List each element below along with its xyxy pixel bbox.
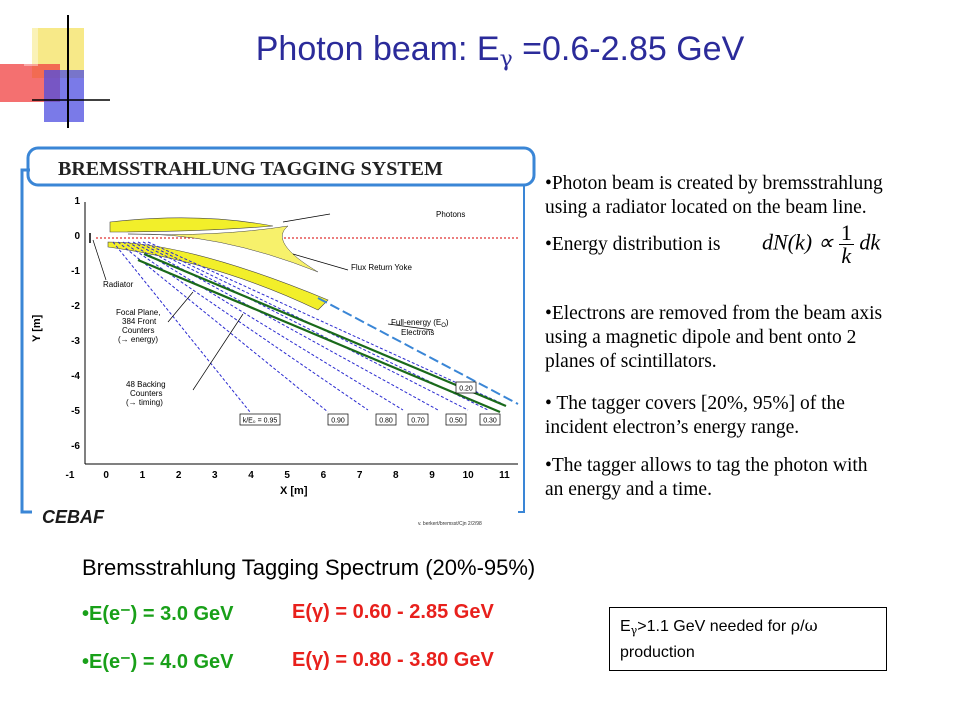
focal-plane xyxy=(137,252,507,414)
corner-decoration xyxy=(0,15,110,128)
x-tick-label: 7 xyxy=(357,470,363,481)
bullet-5: •The tagger allows to tag the photon wit… xyxy=(545,455,868,500)
page-title: Photon beam: Eγ =0.6-2.85 GeV xyxy=(255,30,745,72)
y-axis-label: Y [m] xyxy=(31,314,43,342)
y-tick-label: 0 xyxy=(74,231,80,242)
energy-fraction-label: 0.20 xyxy=(459,386,473,393)
y-tick-label: -1 xyxy=(71,266,80,277)
x-tick-label: 6 xyxy=(321,470,327,481)
x-tick-label: 10 xyxy=(463,470,475,481)
full-energy-electrons-path xyxy=(317,297,519,405)
x-tick-label: 0 xyxy=(103,470,109,481)
energy-fraction-label: k/E₀ = 0.95 xyxy=(243,418,278,425)
x-tick-label: 5 xyxy=(284,470,290,481)
energy-fraction-boxes: k/E₀ = 0.95 0.90 0.80 0.70 0.50 0.30 0.20 xyxy=(239,381,501,426)
y-tick-label: -4 xyxy=(71,371,80,382)
full-energy-label: Full-energy (EO) xyxy=(391,318,449,329)
y-tick-label: -5 xyxy=(71,406,80,417)
bremsstrahlung-figure: BREMSSTRAHLUNG TAGGING SYSTEM 10-1-2-3-4… xyxy=(20,146,536,527)
electrons-label: Electrons xyxy=(401,328,434,337)
x-tick-labels: -1 0 1 2 3 4 5 6 7 8 9 10 11 xyxy=(66,470,511,481)
bullet-4: • The tagger covers [20%, 95%] of the inc… xyxy=(545,393,845,438)
svg-text:(→ timing): (→ timing) xyxy=(126,398,163,407)
flux-return-yoke xyxy=(107,241,329,311)
energy-fraction-box xyxy=(239,413,281,426)
bullet-1: •Photon beam is created by bremsstrahlun… xyxy=(545,173,883,218)
x-tick-label: 8 xyxy=(393,470,399,481)
bullet-2: •Energy distribution is xyxy=(545,234,721,255)
energy-fraction-box xyxy=(479,413,501,426)
magnet-upper xyxy=(109,217,274,233)
note-box: Eγ>1.1 GeV needed for ρ/ω production xyxy=(609,607,887,671)
energy-fraction-label: 0.80 xyxy=(379,418,393,425)
x-axis-label: X [m] xyxy=(280,485,308,497)
spectrum-title: Bremsstrahlung Tagging Spectrum (20%-95%… xyxy=(82,555,536,580)
y-tick-label: 1 xyxy=(74,196,80,207)
backing-counters-label: 48 Backing xyxy=(126,380,166,389)
bullet-3: •Electrons are removed from the beam axi… xyxy=(545,303,883,372)
energy-fraction-label: 0.30 xyxy=(483,418,497,425)
svg-text:384 Front: 384 Front xyxy=(122,317,157,326)
x-tick-label: 2 xyxy=(176,470,182,481)
energy-fraction-label: 0.50 xyxy=(449,418,463,425)
energy-fraction-box xyxy=(327,413,349,426)
energy-fraction-box xyxy=(407,413,429,426)
spectrum-row-3gev: •E(e⁻) = 3.0 GeV E(γ) = 0.60 - 2.85 GeV xyxy=(82,601,494,625)
svg-text:Counters: Counters xyxy=(130,389,162,398)
y-tick-labels: 1 0 -1 -2 -3 -4 -5 -6 xyxy=(71,196,80,452)
energy-fraction-box xyxy=(375,413,397,426)
figure-credit: v. berkert/bremsst/Cjn 2/2/98 xyxy=(418,521,482,527)
figure-banner-text: BREMSSTRAHLUNG TAGGING SYSTEM xyxy=(58,158,443,180)
figure-banner-frame xyxy=(26,146,536,187)
radiator-label: Radiator xyxy=(103,280,134,289)
energy-fraction-box xyxy=(445,413,467,426)
x-tick-label: 9 xyxy=(429,470,435,481)
focal-plane-label: Focal Plane, xyxy=(116,308,160,317)
energy-fraction-box xyxy=(455,381,477,394)
spectrum-row-4gev: •E(e⁻) = 4.0 GeV E(γ) = 0.80 - 3.80 GeV xyxy=(82,649,494,673)
svg-text:(→ energy): (→ energy) xyxy=(118,335,158,344)
y-tick-label: -6 xyxy=(71,441,80,452)
y-tick-label: -2 xyxy=(71,301,80,312)
x-tick-label: 3 xyxy=(212,470,218,481)
x-tick-label: -1 xyxy=(66,470,75,481)
energy-fraction-label: 0.70 xyxy=(411,418,425,425)
photons-label: Photons xyxy=(436,210,465,219)
energy-fraction-label: 0.90 xyxy=(331,418,345,425)
x-tick-label: 11 xyxy=(499,470,510,481)
flux-return-yoke-label: Flux Return Yoke xyxy=(351,263,412,272)
x-tick-label: 4 xyxy=(248,470,254,481)
y-tick-label: -3 xyxy=(71,336,80,347)
svg-text:Counters: Counters xyxy=(122,326,154,335)
x-tick-label: 1 xyxy=(140,470,146,481)
cebaf-logo: CEBAF xyxy=(42,507,105,527)
